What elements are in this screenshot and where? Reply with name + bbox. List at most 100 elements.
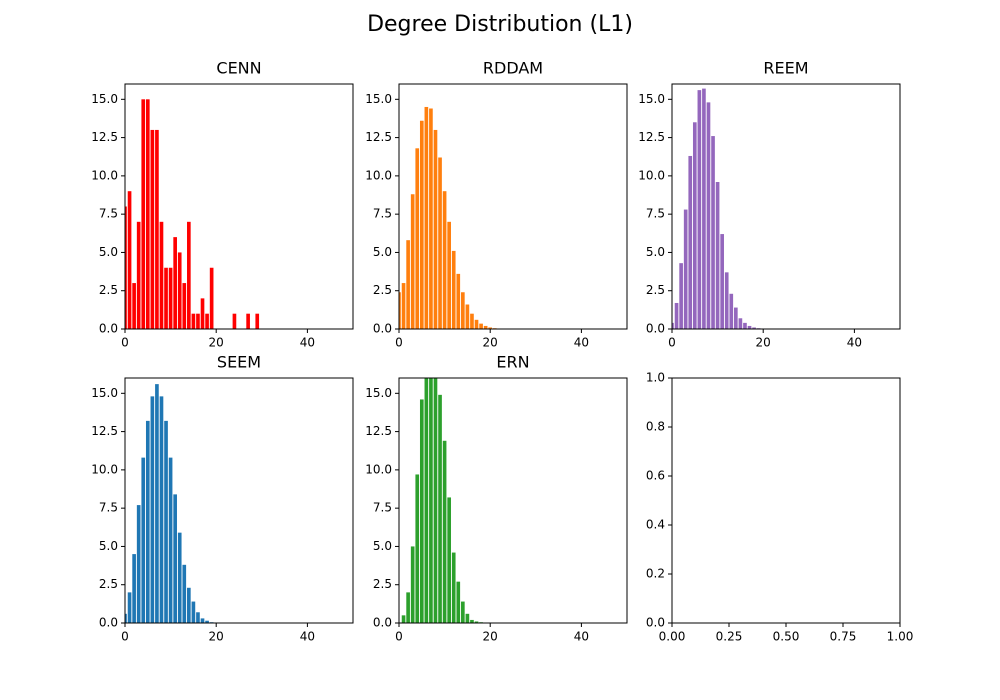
y-tick-label: 12.5 <box>91 424 118 438</box>
bar <box>711 136 715 329</box>
x-tick-label: 0 <box>668 336 676 350</box>
bar <box>424 106 429 329</box>
bar <box>159 396 164 623</box>
y-tick-label: 7.5 <box>646 207 665 221</box>
x-tick-label: 0 <box>395 630 403 644</box>
bar <box>747 325 752 329</box>
figure-title: Degree Distribution (L1) <box>367 12 633 37</box>
bar <box>433 129 438 329</box>
x-tick-label: 20 <box>756 336 771 350</box>
y-tick-label: 0.0 <box>373 616 392 630</box>
bar <box>150 396 155 623</box>
bar <box>136 505 141 623</box>
y-tick-label: 10.0 <box>91 168 118 182</box>
y-tick-label: 12.5 <box>91 130 118 144</box>
y-tick-label: 10.0 <box>638 168 665 182</box>
bars <box>125 384 214 623</box>
panel-title: ERN <box>496 353 529 372</box>
bar <box>738 318 743 329</box>
bar <box>141 457 146 623</box>
y-tick-label: 0.0 <box>646 616 665 630</box>
bar <box>155 129 159 329</box>
bar <box>173 237 177 329</box>
y-tick-label: 0.0 <box>99 322 118 336</box>
y-tick-label: 15.0 <box>365 386 392 400</box>
bar <box>399 292 401 329</box>
y-tick-label: 2.5 <box>99 283 118 297</box>
bar <box>145 420 150 623</box>
bar <box>692 122 697 329</box>
bar <box>456 273 461 329</box>
y-tick-label: 0.0 <box>373 322 392 336</box>
bar <box>187 221 191 329</box>
x-tick-label: 40 <box>574 630 589 644</box>
bar <box>132 283 136 329</box>
y-tick-label: 10.0 <box>91 462 118 476</box>
bar <box>743 322 747 329</box>
bar <box>136 221 141 329</box>
bar <box>196 313 200 329</box>
bar <box>672 322 674 329</box>
x-tick-label: 0.00 <box>659 630 686 644</box>
x-tick-label: 0 <box>121 630 129 644</box>
y-tick-label: 2.5 <box>646 283 665 297</box>
y-tick-label: 0.2 <box>646 567 665 581</box>
bar <box>209 267 214 329</box>
panel-title: SEEM <box>217 353 261 372</box>
bar <box>159 221 164 329</box>
x-tick-label: 0 <box>395 336 403 350</box>
y-tick-label: 15.0 <box>638 92 665 106</box>
y-tick-label: 10.0 <box>365 168 392 182</box>
bar <box>470 313 474 329</box>
y-tick-label: 12.5 <box>365 130 392 144</box>
y-tick-label: 15.0 <box>91 92 118 106</box>
y-tick-label: 0.0 <box>99 616 118 630</box>
bar <box>415 148 420 329</box>
bar <box>438 157 442 329</box>
bar <box>401 615 406 623</box>
y-tick-label: 15.0 <box>365 92 392 106</box>
bar <box>205 313 209 329</box>
bar <box>410 194 415 329</box>
bar <box>424 378 429 623</box>
y-tick-label: 15.0 <box>91 386 118 400</box>
bar <box>415 474 420 623</box>
bar <box>679 263 683 329</box>
bar <box>429 378 433 623</box>
bars <box>399 106 497 329</box>
bar <box>429 108 433 329</box>
bar <box>724 272 729 329</box>
panel-title: RDDAM <box>483 59 543 78</box>
bar <box>465 613 470 623</box>
y-tick-label: 5.0 <box>99 245 118 259</box>
y-tick-label: 0.6 <box>646 469 665 483</box>
bar <box>451 250 456 329</box>
bar <box>177 252 182 329</box>
bar <box>125 206 127 329</box>
bar <box>697 90 702 329</box>
x-tick-label: 0.75 <box>830 630 857 644</box>
bar <box>456 581 461 623</box>
bar <box>164 267 168 329</box>
bar <box>182 564 187 623</box>
y-tick-label: 12.5 <box>638 130 665 144</box>
bar <box>433 378 438 623</box>
bar <box>483 325 488 329</box>
bar <box>191 313 196 329</box>
x-tick-label: 40 <box>300 630 315 644</box>
axes-frame <box>124 377 354 624</box>
x-tick-label: 40 <box>300 336 315 350</box>
x-tick-label: 40 <box>574 336 589 350</box>
bar <box>729 293 734 329</box>
y-tick-label: 0.0 <box>646 322 665 336</box>
bar <box>465 304 470 329</box>
axes-frame <box>671 377 901 624</box>
y-tick-label: 12.5 <box>365 424 392 438</box>
axes-frame <box>671 83 901 330</box>
bar <box>132 554 136 623</box>
bar <box>200 618 205 623</box>
bar <box>702 88 706 329</box>
bar <box>127 191 132 329</box>
bar <box>734 307 738 329</box>
bar <box>474 621 479 623</box>
